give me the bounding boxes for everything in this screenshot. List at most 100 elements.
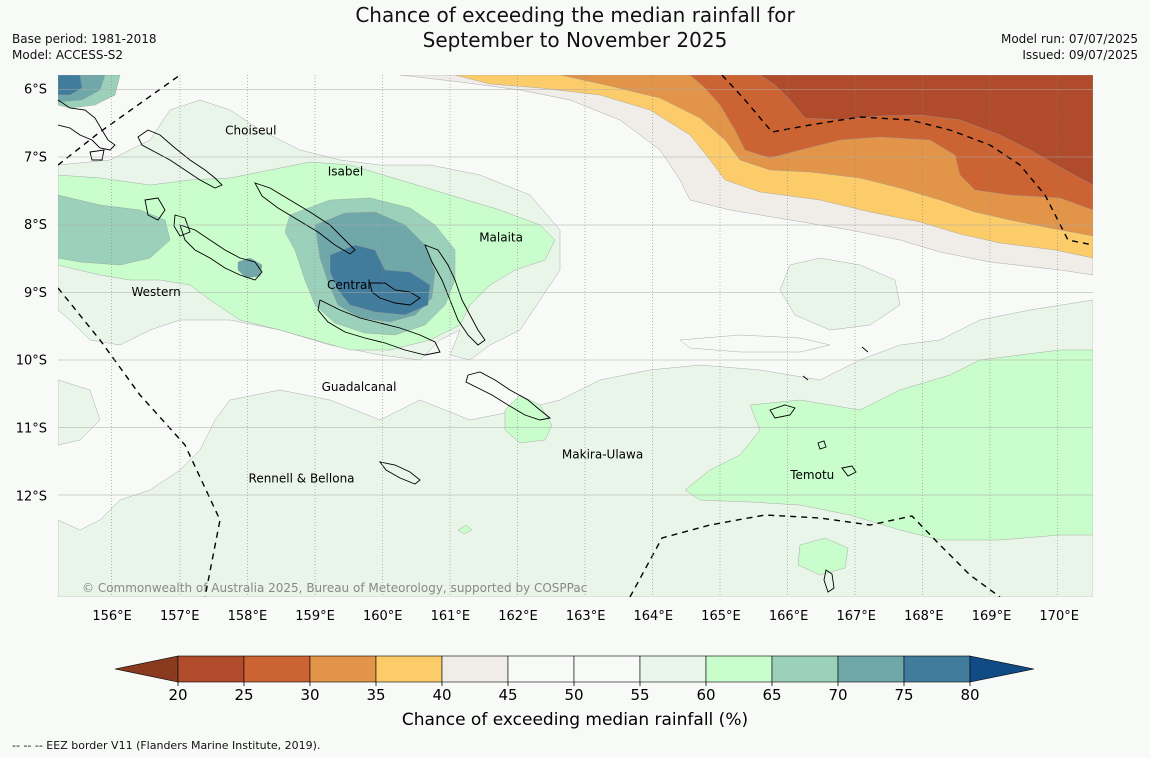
colorbar-tick-label: 20 (168, 686, 187, 704)
lon-label: 162°E (498, 609, 538, 624)
map-title: Chance of exceeding the median rainfall … (0, 3, 1150, 53)
coast-rennell (378, 461, 421, 485)
eez-border (58, 75, 1093, 597)
issued-text: Issued: 09/07/2025 (1022, 48, 1138, 62)
model-run-text: Model run: 07/07/2025 (1000, 32, 1138, 46)
colorbar-bin-30-35 (309, 655, 377, 683)
lat-label: 11°S (16, 422, 47, 437)
latitude-labels: 6°S 7°S 8°S 9°S 10°S 11°S 12°S (16, 83, 47, 505)
lon-label: 156°E (92, 609, 132, 624)
colorbar-tick-label: 70 (828, 686, 847, 704)
copyright-text: © Commonwealth of Australia 2025, Bureau… (82, 581, 587, 595)
lat-label: 7°S (24, 150, 47, 165)
contour-60-65-east (684, 349, 1093, 541)
lon-label: 169°E (972, 609, 1012, 624)
colorbar-tick-label: 50 (564, 686, 583, 704)
colorbar-label: Chance of exceeding median rainfall (%) (402, 710, 748, 730)
coast-duff (861, 346, 869, 353)
coast-reef-islands (802, 375, 809, 381)
place-label: Central (327, 278, 371, 292)
colorbar-tick-label: 30 (300, 686, 319, 704)
colorbar-tick-label: 55 (630, 686, 649, 704)
colorbar-bin-35-40 (375, 655, 443, 683)
lon-label: 160°E (363, 609, 403, 624)
lon-label: 166°E (769, 609, 809, 624)
colorbar-tick-label: 75 (894, 686, 913, 704)
rainfall-map: Choiseul Isabel Malaita Western Central Guada… (58, 75, 1093, 597)
eez-segment-northeast (721, 75, 1093, 246)
colorbar-tick-label: 45 (498, 686, 517, 704)
lon-label: 167°E (836, 609, 876, 624)
colorbar-tick-label: 35 (366, 686, 385, 704)
lon-label: 158°E (228, 609, 268, 624)
meta-left: Base period: 1981-2018 Model: ACCESS-S2 (12, 31, 157, 63)
coast-ranongga (173, 214, 191, 237)
contour-55-60-south (58, 299, 1093, 597)
colorbar-bin-40-45 (441, 655, 509, 683)
lon-label: 165°E (701, 609, 741, 624)
lat-gridlines (58, 89, 1093, 496)
coast-choiseul (137, 129, 223, 189)
colorbar-tick-label: 40 (432, 686, 451, 704)
coast-tikopia (823, 569, 835, 593)
colorbar-under-triangle (114, 655, 179, 683)
coast-malaita (424, 244, 486, 346)
colorbar-bin-75-80 (903, 655, 971, 683)
eez-segment-south (629, 514, 1001, 597)
eez-legend-text: -- -- -- EEZ border V11 (Flanders Marine… (12, 739, 321, 752)
coast-bougainville (58, 99, 116, 151)
contour-55-60-gap (679, 334, 831, 353)
colorbar-over-triangle (969, 655, 1035, 683)
colorbar-tick-label: 60 (696, 686, 715, 704)
coast-vanikoro (841, 465, 857, 477)
contour-60-65-dot (457, 524, 473, 535)
coast-shortlands (89, 149, 105, 161)
lat-label: 8°S (24, 218, 47, 233)
model-text: Model: ACCESS-S2 (12, 48, 124, 62)
title-line-2: September to November 2025 (422, 28, 728, 52)
lon-label: 170°E (1039, 609, 1079, 624)
coast-utupua (817, 440, 827, 450)
coast-santa-cruz (769, 404, 796, 419)
place-label: Guadalcanal (322, 380, 397, 394)
place-label: Makira-Ulawa (562, 448, 643, 462)
eez-segment-west (58, 287, 221, 597)
contour-55-60-east (58, 379, 101, 446)
coastlines (58, 99, 869, 593)
colorbar-bin-25-30 (243, 655, 311, 683)
lat-label: 10°S (16, 354, 47, 369)
lat-label: 9°S (24, 286, 47, 301)
lon-label: 168°E (904, 609, 944, 624)
colorbar-tick-label: 25 (234, 686, 253, 704)
colorbar-bin-20-25 (177, 655, 245, 683)
colorbar-bin-70-75 (837, 655, 905, 683)
longitude-labels: 156°E 157°E 158°E 159°E 160°E 161°E 162°E 163°E… (92, 609, 1079, 624)
contour-75-80-nw (58, 75, 83, 96)
colorbar-bin-55-60 (639, 655, 707, 683)
contour-55-60-patch (779, 257, 901, 331)
contour-65-70-west (58, 194, 171, 266)
lon-label: 159°E (295, 609, 335, 624)
colorbar-tick-label: 80 (960, 686, 979, 704)
place-label: Western (131, 285, 180, 299)
lat-label: 12°S (16, 489, 47, 504)
coast-guadalcanal (317, 299, 441, 356)
colorbar-bin-65-70 (771, 655, 839, 683)
gridlines (111, 75, 1058, 597)
lat-label: 6°S (24, 83, 47, 98)
contour-60-65-south (797, 537, 849, 576)
colorbar-ticks: 20 25 30 35 40 45 50 55 60 65 70 75 80 (168, 682, 980, 704)
place-label: Isabel (328, 164, 363, 178)
lon-label: 161°E (431, 609, 471, 624)
lon-label: 164°E (634, 609, 674, 624)
coast-vella (144, 197, 166, 221)
coast-new-georgia (179, 224, 263, 281)
place-label: Temotu (789, 468, 834, 482)
colorbar-bin-60-65 (705, 655, 773, 683)
place-label: Malaita (479, 231, 523, 245)
coast-makira (465, 371, 552, 421)
base-period-text: Base period: 1981-2018 (12, 32, 157, 46)
coast-isabel (254, 182, 356, 255)
place-label: Rennell & Bellona (249, 471, 355, 485)
